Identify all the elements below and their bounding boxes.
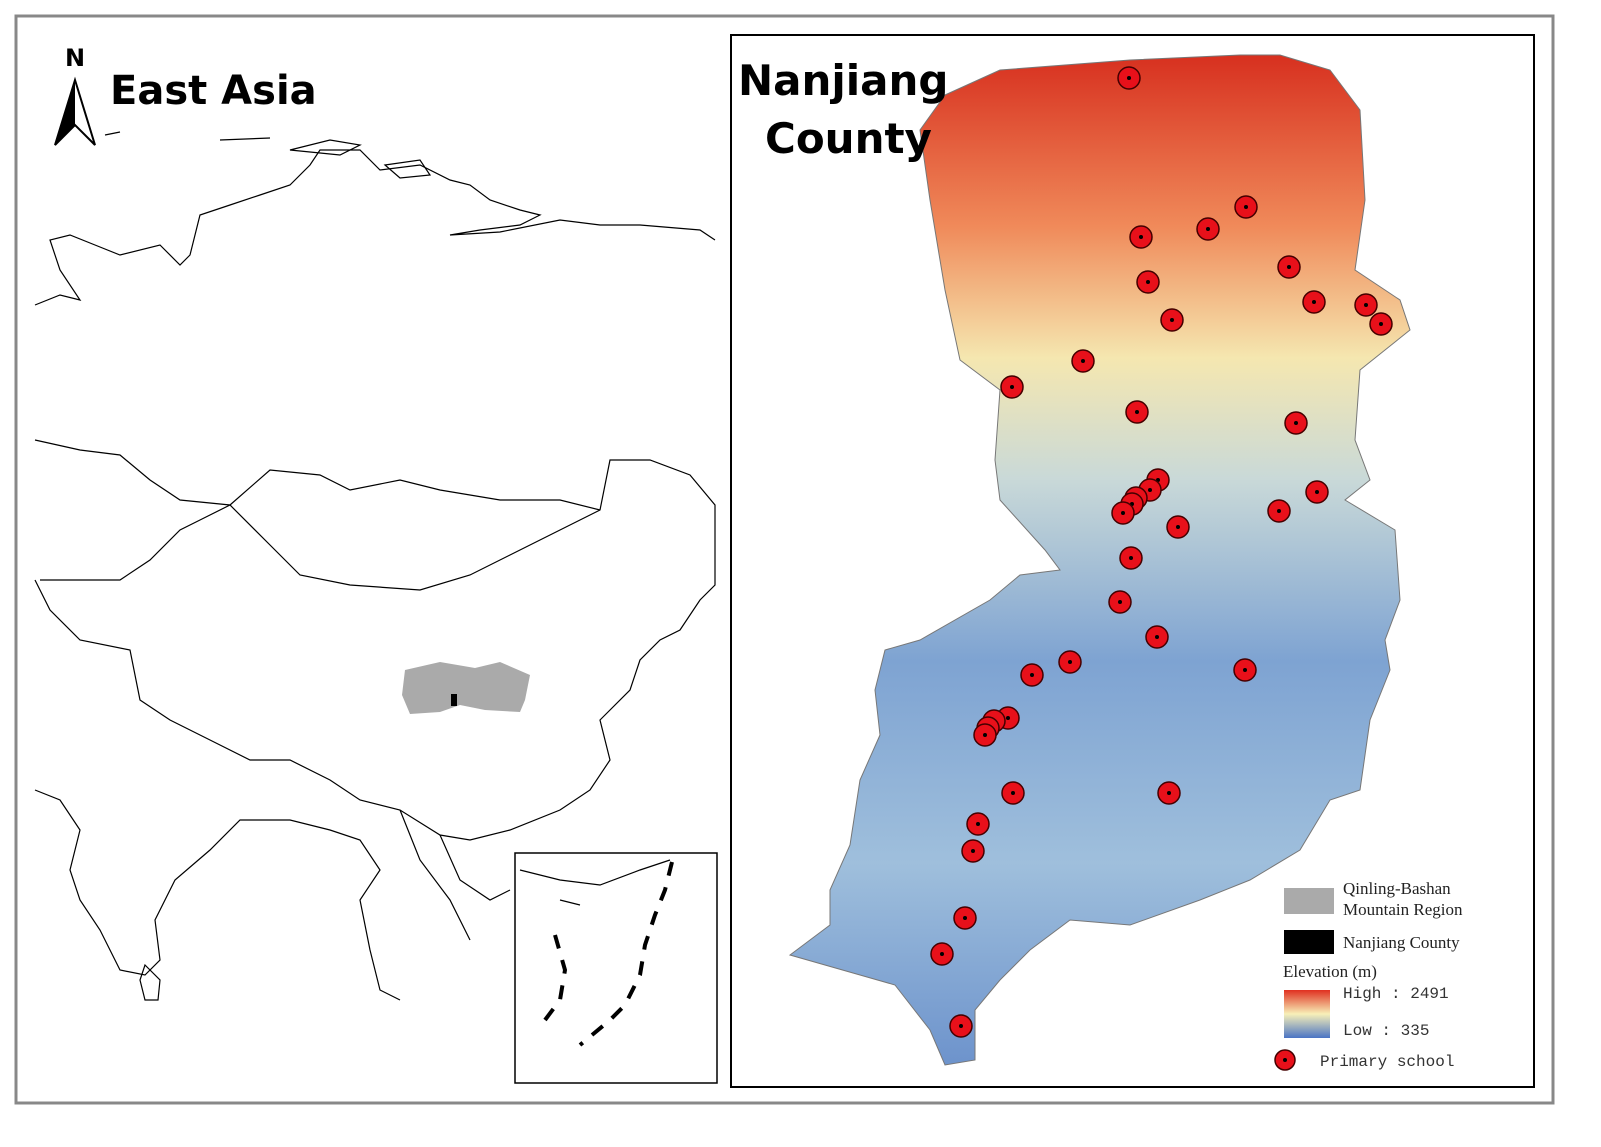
school-dot: [1146, 280, 1150, 284]
school-dot: [963, 916, 967, 920]
school-dot: [1315, 490, 1319, 494]
legend-region-label: Qinling-Bashan Mountain Region: [1343, 879, 1463, 919]
school-dot: [1139, 235, 1143, 239]
school-dot: [1121, 511, 1125, 515]
school-dot: [1277, 509, 1281, 513]
north-arrow-half: [55, 80, 75, 145]
county-title-line: Nanjiang: [738, 56, 949, 105]
legend-line: Qinling-Bashan: [1343, 879, 1451, 898]
school-dot: [1030, 673, 1034, 677]
legend-high: High : 2491: [1343, 985, 1449, 1003]
school-dot: [1068, 660, 1072, 664]
school-dot: [1006, 716, 1010, 720]
map-title: East Asia: [110, 68, 317, 114]
school-dot: [971, 849, 975, 853]
school-dot: [1379, 322, 1383, 326]
arctic-islands: [104, 131, 432, 179]
qinling-bashan-region: [402, 662, 530, 714]
school-dot: [1312, 300, 1316, 304]
china-border: [34, 439, 716, 841]
dashed-line: [543, 861, 674, 1047]
school-dot: [959, 1024, 963, 1028]
school-dot: [1176, 525, 1180, 529]
south-china-sea-inset: [514, 852, 718, 1084]
school-dot: [1243, 668, 1247, 672]
south-asia: [34, 789, 401, 1001]
school-dot: [1129, 556, 1133, 560]
legend-school-label: Primary school: [1320, 1053, 1454, 1071]
school-dot: [940, 952, 944, 956]
siberia-coast: [34, 149, 716, 306]
nanjiang-location: [451, 694, 457, 706]
school-dot: [1364, 303, 1368, 307]
inset-coast: [519, 859, 671, 906]
mongolia-border: [40, 469, 601, 581]
school-dot: [1155, 635, 1159, 639]
county-title: Nanjiang County: [738, 56, 949, 163]
school-dot: [1294, 421, 1298, 425]
nanjiang-elevation: [788, 54, 1411, 1066]
legend-region-swatch: [1284, 888, 1334, 914]
school-dot: [1287, 265, 1291, 269]
school-dot: [1244, 205, 1248, 209]
legend-school-dot: [1283, 1058, 1287, 1062]
legend: Qinling-Bashan Mountain Region Nanjiang C…: [1274, 879, 1463, 1071]
school-dot: [1135, 410, 1139, 414]
legend-county-label: Nanjiang County: [1343, 933, 1460, 952]
school-dot: [976, 822, 980, 826]
east-asia-map: N East Asia: [34, 44, 718, 1084]
legend-elevation-title: Elevation (m): [1283, 962, 1377, 981]
school-dot: [1206, 227, 1210, 231]
school-dot: [1127, 76, 1131, 80]
school-dot: [1081, 359, 1085, 363]
school-dot: [983, 733, 987, 737]
school-dot: [1118, 600, 1122, 604]
county-title-line: County: [765, 114, 932, 163]
school-dot: [1170, 318, 1174, 322]
outer-frame: [14, 14, 1555, 1105]
school-dot: [1011, 791, 1015, 795]
legend-low: Low : 335: [1343, 1022, 1429, 1040]
legend-county-swatch: [1284, 930, 1334, 954]
school-dot: [1167, 791, 1171, 795]
north-label: N: [65, 44, 85, 72]
school-dot: [1148, 488, 1152, 492]
sri-lanka: [139, 963, 161, 1001]
primary-schools: [930, 66, 1393, 1038]
southeast-asia: [399, 809, 511, 941]
school-dot: [1010, 385, 1014, 389]
legend-line: Mountain Region: [1343, 900, 1463, 919]
legend-elevation-ramp: [1284, 990, 1330, 1038]
